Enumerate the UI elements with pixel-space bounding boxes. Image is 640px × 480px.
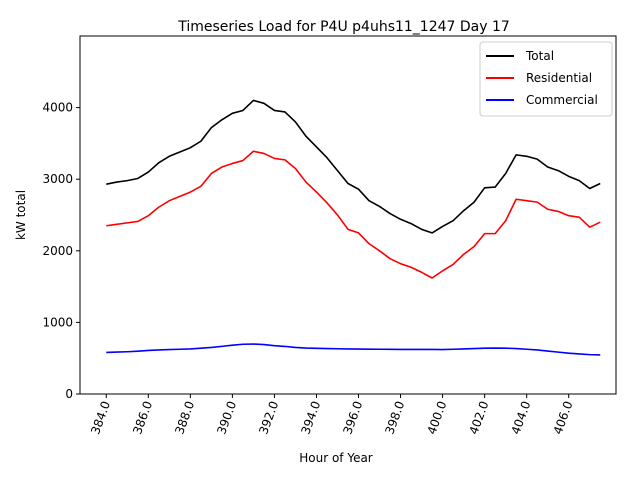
legend: Total Residential Commercial (479, 41, 613, 117)
x-tick-label: 406.0 (551, 399, 576, 436)
x-tick-label: 402.0 (467, 399, 492, 436)
y-tick-label: 0 (65, 387, 73, 401)
x-tick-label: 394.0 (298, 399, 323, 436)
y-tick-label: 3000 (42, 172, 73, 186)
series-line-total (106, 99, 601, 234)
legend-label-residential: Residential (526, 71, 592, 85)
x-tick-label: 396.0 (340, 399, 365, 436)
chart-title: Timeseries Load for P4U p4uhs11_1247 Day… (177, 19, 510, 35)
x-tick-label: 384.0 (88, 399, 113, 436)
x-tick-label: 392.0 (256, 399, 281, 436)
plot-lines (106, 99, 601, 356)
x-tick-label: 386.0 (130, 399, 155, 436)
legend-label-total: Total (525, 49, 554, 63)
y-tick-label: 4000 (42, 101, 73, 115)
series-line-commercial (106, 343, 601, 356)
x-tick-label: 404.0 (509, 399, 534, 436)
x-axis: 384.0 386.0 388.0 390.0 392.0 394.0 396.0 398.0… (88, 394, 576, 436)
legend-box (479, 41, 613, 117)
legend-label-commercial: Commercial (526, 93, 598, 107)
plot-frame (79, 35, 617, 395)
y-axis-label: kW total (14, 190, 28, 240)
y-axis: 0 1000 2000 3000 4000 (42, 101, 80, 401)
x-tick-label: 388.0 (172, 399, 197, 436)
y-tick-label: 1000 (42, 315, 73, 329)
x-tick-label: 398.0 (382, 399, 407, 436)
series-line-residential (106, 150, 601, 279)
x-tick-label: 400.0 (425, 399, 450, 436)
x-axis-label: Hour of Year (299, 451, 373, 465)
y-tick-label: 2000 (42, 244, 73, 258)
x-tick-label: 390.0 (214, 399, 239, 436)
